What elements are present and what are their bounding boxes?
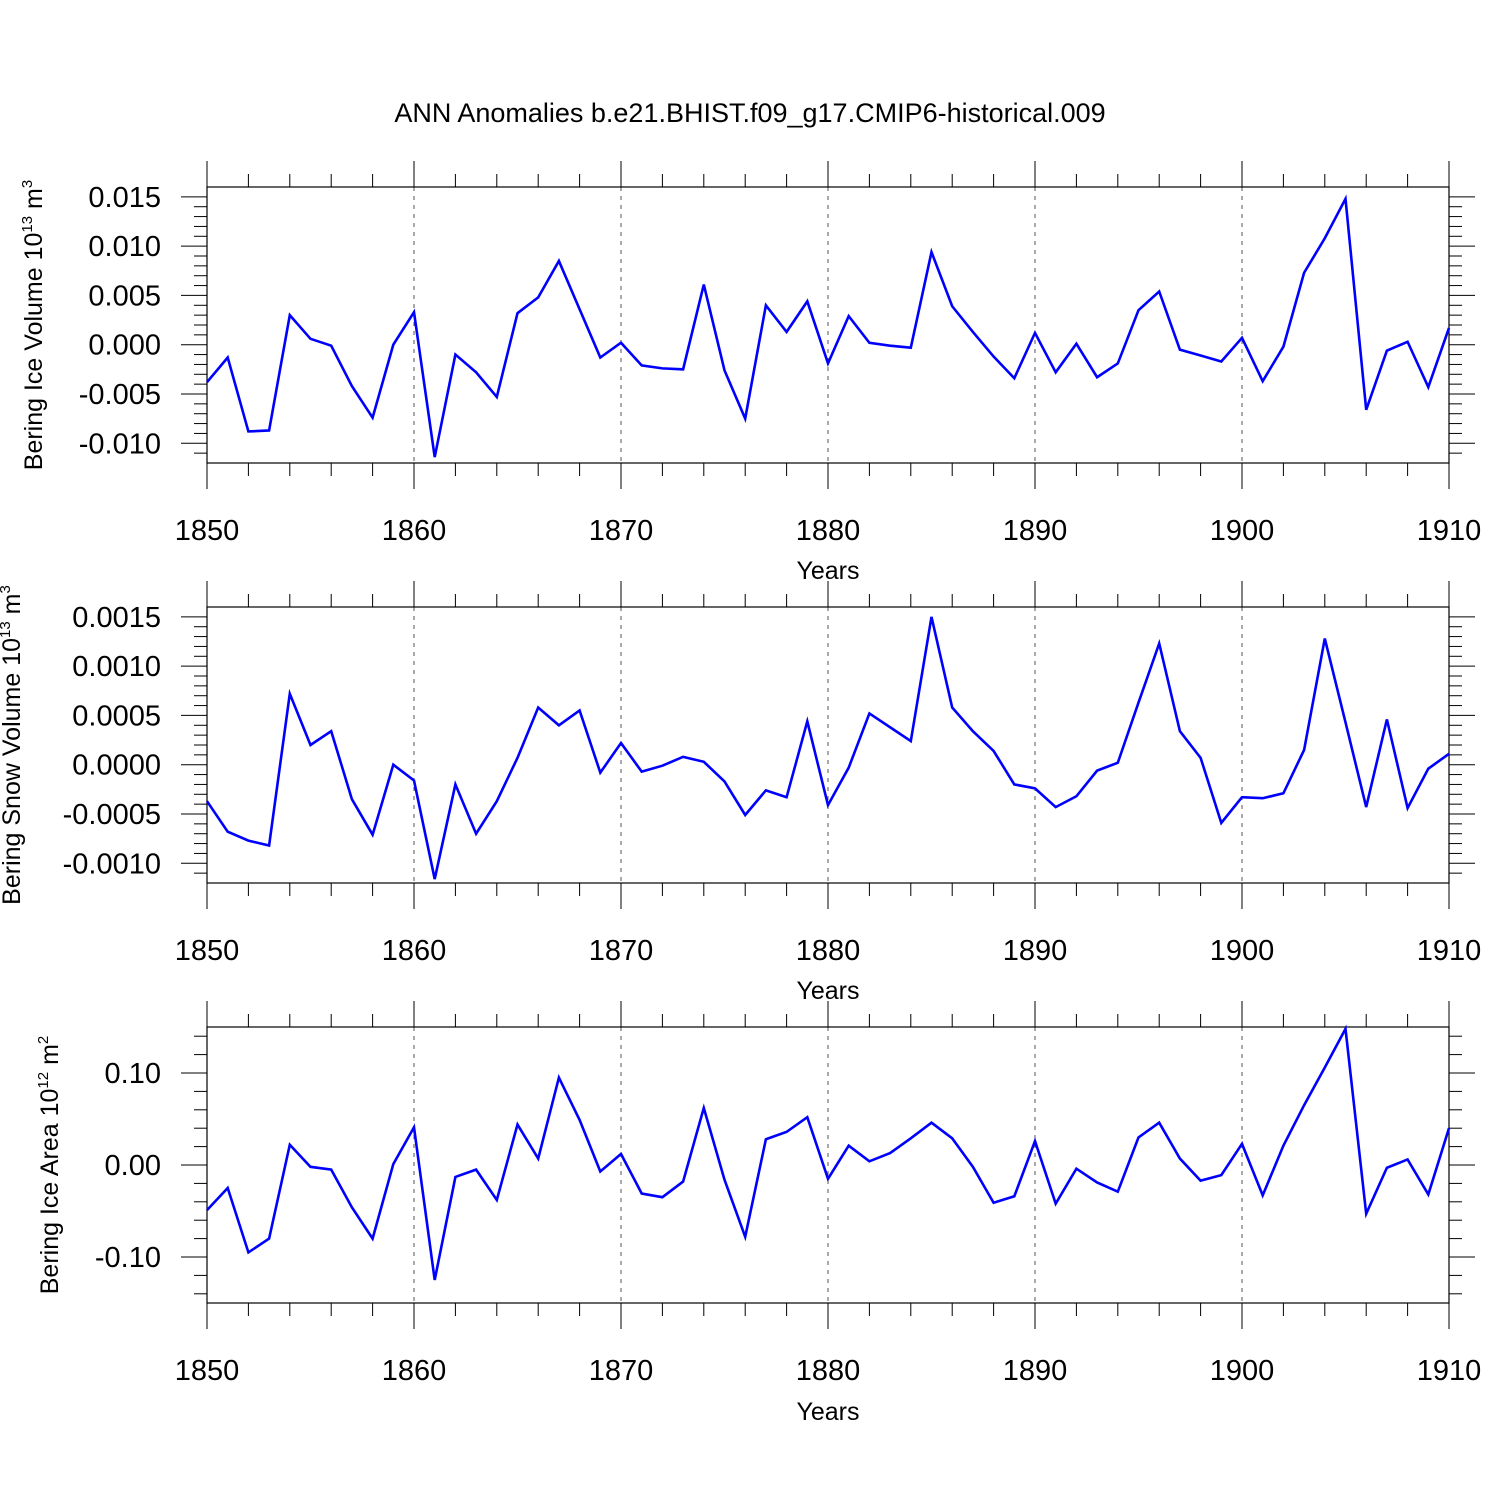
- panel-2: 1850 1860 1870 1880 1890 1900 1910 0.0015 0.0010…: [0, 581, 1481, 1005]
- y-title-text: Bering Ice Volume 10: [20, 233, 48, 471]
- y-tick-label: 0.0015: [72, 602, 161, 634]
- y-axis-title: Bering Ice Area 1012 m2: [35, 1036, 64, 1295]
- x-tick-label: 1860: [382, 1355, 447, 1387]
- y-tick-label: -0.10: [95, 1242, 161, 1274]
- y-tick-label: -0.0010: [63, 848, 161, 880]
- y-tick-label: 0.0000: [72, 750, 161, 782]
- x-tick-label: 1850: [175, 1355, 240, 1387]
- x-axis-title: Years: [796, 1398, 859, 1426]
- y-title-exponent: 13: [19, 216, 36, 233]
- x-tick-label: 1850: [175, 515, 240, 547]
- series-line: [206, 194, 1451, 458]
- y-title-text: Bering Snow Volume 10: [0, 638, 26, 905]
- y-title-unit: m: [20, 188, 48, 216]
- x-axis-title: Years: [796, 557, 859, 585]
- x-tick-label: 1910: [1417, 515, 1482, 547]
- y-tick-label: -0.010: [79, 428, 161, 460]
- y-title-text: Bering Ice Area 10: [36, 1089, 64, 1295]
- y-tick-label: 0.000: [88, 330, 161, 362]
- x-tick-label: 1890: [1003, 1355, 1068, 1387]
- y-title-unit-exponent: 3: [0, 585, 14, 593]
- y-title-unit-exponent: 3: [19, 180, 36, 188]
- x-tick-label: 1900: [1210, 515, 1275, 547]
- panels: 1850 1860 1870 1880 1890 1900 1910 0.015 0.010 0.…: [0, 161, 1481, 1426]
- x-tick-label: 1900: [1210, 935, 1275, 967]
- y-tick-label: 0.0010: [72, 651, 161, 683]
- x-tick-label: 1890: [1003, 935, 1068, 967]
- x-tick-label: 1910: [1417, 935, 1482, 967]
- panel-3: 1850 1860 1870 1880 1890 1900 1910 0.10 0.00 -0.1…: [35, 1001, 1481, 1426]
- y-title-unit: m: [0, 594, 26, 622]
- x-tick-label: 1870: [589, 935, 654, 967]
- y-tick-label: 0.0005: [72, 700, 161, 732]
- y-tick-label: 0.00: [105, 1150, 161, 1182]
- x-tick-label: 1860: [382, 515, 447, 547]
- y-tick-label: 0.010: [88, 231, 161, 263]
- x-tick-label: 1910: [1417, 1355, 1482, 1387]
- x-tick-label: 1900: [1210, 1355, 1275, 1387]
- series-line: [206, 1024, 1451, 1281]
- x-tick-label: 1890: [1003, 515, 1068, 547]
- y-title-exponent: 12: [35, 1072, 52, 1089]
- y-title-unit-exponent: 2: [35, 1036, 52, 1044]
- y-tick-label: -0.005: [79, 379, 161, 411]
- x-tick-label: 1880: [796, 935, 861, 967]
- x-tick-label: 1880: [796, 1355, 861, 1387]
- y-tick-label: 0.10: [105, 1058, 161, 1090]
- y-tick-label: -0.0005: [63, 799, 161, 831]
- x-tick-label: 1880: [796, 515, 861, 547]
- y-tick-label: 0.015: [88, 182, 161, 214]
- x-tick-label: 1870: [589, 515, 654, 547]
- y-title-unit: m: [36, 1044, 64, 1072]
- panel-1: 1850 1860 1870 1880 1890 1900 1910 0.015 0.010 0.…: [19, 161, 1481, 585]
- y-axis-title: Bering Ice Volume 1013 m3: [19, 180, 48, 470]
- x-axis-title: Years: [796, 977, 859, 1005]
- x-tick-label: 1850: [175, 935, 240, 967]
- y-tick-label: 0.005: [88, 280, 161, 312]
- x-tick-label: 1860: [382, 935, 447, 967]
- chart-title: ANN Anomalies b.e21.BHIST.f09_g17.CMIP6-…: [394, 98, 1105, 128]
- x-tick-label: 1870: [589, 1355, 654, 1387]
- y-title-exponent: 13: [0, 621, 14, 638]
- y-axis-title: Bering Snow Volume 1013 m3: [0, 585, 26, 905]
- series-line: [205, 616, 1450, 880]
